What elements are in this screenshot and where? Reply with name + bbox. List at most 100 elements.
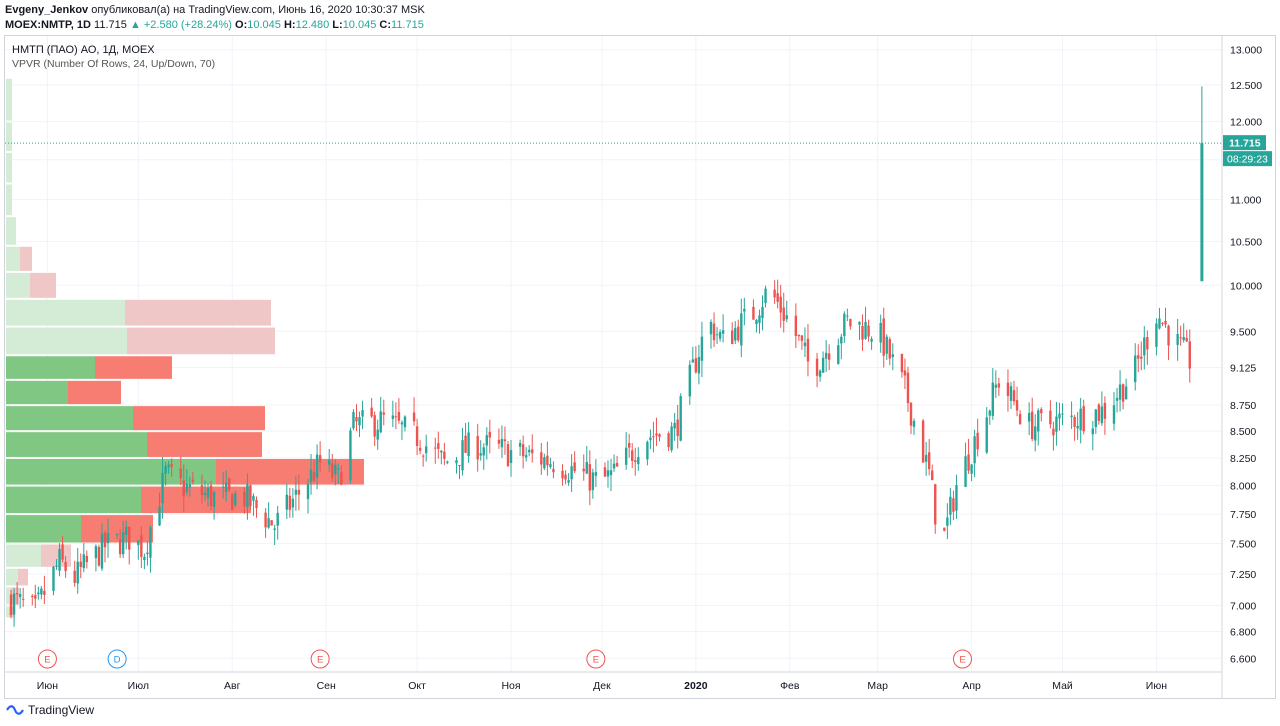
candle-body	[988, 410, 991, 416]
candle-body	[564, 474, 567, 480]
candle-body	[115, 533, 119, 536]
countdown-tag	[1223, 151, 1272, 167]
candle-body	[370, 407, 373, 417]
candle-body	[188, 484, 192, 488]
candle-body	[585, 462, 588, 474]
candle-body	[546, 455, 549, 466]
candle-body	[1188, 341, 1191, 369]
earnings-event-marker[interactable]: E	[37, 649, 57, 669]
candle-body	[964, 456, 967, 487]
candle-body	[761, 306, 764, 319]
legend-indicator[interactable]: VPVR (Number Of Rows, 24, Up/Down, 70)	[12, 58, 216, 70]
candle-body	[591, 472, 595, 491]
time-axis-tick-label: Апр	[962, 680, 981, 692]
candle-body	[1052, 428, 1055, 436]
candle-body	[624, 447, 628, 465]
candle-body	[627, 443, 631, 448]
candle-body	[1146, 336, 1149, 350]
candle-body	[421, 455, 425, 457]
time-axis-tick-label: Окт	[408, 680, 426, 692]
earnings-event-marker[interactable]: E	[953, 649, 973, 669]
candle-body	[700, 336, 704, 361]
volume-profile-up-bar	[6, 515, 81, 543]
event-marker-label: E	[959, 655, 965, 666]
candle-body	[170, 464, 173, 467]
candle-body	[252, 495, 255, 501]
dividend-event-marker[interactable]: D	[107, 649, 127, 669]
earnings-event-marker[interactable]: E	[586, 649, 606, 669]
candle-body	[709, 321, 713, 335]
candle-body	[243, 491, 246, 507]
candle-body	[337, 468, 340, 470]
candle-body	[482, 447, 485, 456]
candle-body	[1140, 356, 1143, 359]
candle-body	[849, 318, 852, 327]
price-axis-tick-label: 11.000	[1230, 195, 1261, 207]
candle-body	[506, 444, 510, 467]
candle-body	[1158, 318, 1161, 329]
candle-body	[415, 426, 419, 446]
candle-body	[861, 326, 864, 340]
footer-brand-label: TradingView	[28, 703, 95, 717]
candle-body	[1161, 322, 1164, 324]
candle-body	[331, 463, 334, 478]
candle-body	[973, 436, 976, 464]
candle-body	[1030, 411, 1034, 440]
event-marker-label: E	[593, 655, 599, 666]
earnings-event-marker[interactable]: E	[310, 649, 330, 669]
candle-body	[1167, 325, 1170, 346]
candle-body	[891, 354, 895, 358]
event-marker-circle	[586, 649, 606, 669]
candle-body	[1040, 409, 1043, 414]
published-text: опубликовал(а) на TradingView.com, Июнь …	[88, 4, 425, 16]
candle-body	[1082, 406, 1085, 432]
candle-body	[12, 593, 16, 615]
candle-body	[412, 412, 416, 422]
candle-body	[764, 288, 767, 303]
candle-body	[843, 313, 846, 337]
price-axis-tick-label: 10.000	[1230, 280, 1262, 292]
price-axis-tick-label: 8.000	[1230, 481, 1256, 493]
candle-body	[203, 492, 207, 496]
candle-body	[437, 443, 440, 449]
time-axis-tick-label: Авг	[224, 680, 241, 692]
candle-body	[827, 353, 831, 360]
candle-body	[509, 450, 513, 463]
candle-body	[1012, 390, 1016, 402]
candle-body	[234, 493, 237, 506]
volume-profile-up-bar	[6, 122, 12, 152]
footer-brand[interactable]: TradingView	[6, 703, 94, 717]
volume-profile-up-bar	[6, 246, 20, 271]
volume-profile-up-bar	[6, 486, 141, 514]
candle-body	[670, 426, 673, 451]
candle-body	[752, 306, 755, 320]
candle-body	[167, 464, 170, 468]
candle-body	[846, 315, 849, 317]
price-axis-tick-label: 12.000	[1230, 117, 1262, 129]
event-marker-label: E	[317, 655, 323, 666]
candle-body	[397, 411, 401, 421]
candle-body	[255, 499, 258, 509]
last-price: 11.715	[94, 19, 127, 31]
candle-body	[518, 442, 522, 447]
candle-body	[467, 432, 470, 456]
candle-body	[906, 372, 910, 404]
candle-body	[355, 417, 358, 422]
candle-body	[927, 452, 931, 470]
volume-profile-up-bar	[6, 184, 12, 216]
candle-body	[143, 556, 146, 560]
candle-body	[818, 370, 822, 377]
volume-profile-down-bar	[147, 432, 262, 457]
candle-body	[888, 339, 891, 359]
candle-body	[182, 480, 185, 497]
candle-body	[543, 457, 546, 469]
candle-body	[146, 552, 149, 555]
last-price-tag-label: 11.715	[1229, 138, 1261, 150]
event-marker-circle	[107, 649, 127, 669]
volume-profile-up-bar	[6, 432, 147, 457]
candle-body	[21, 598, 25, 600]
author-name[interactable]: Evgeny_Jenkov	[5, 4, 89, 16]
candle-body	[306, 484, 310, 500]
candle-body	[212, 491, 216, 508]
